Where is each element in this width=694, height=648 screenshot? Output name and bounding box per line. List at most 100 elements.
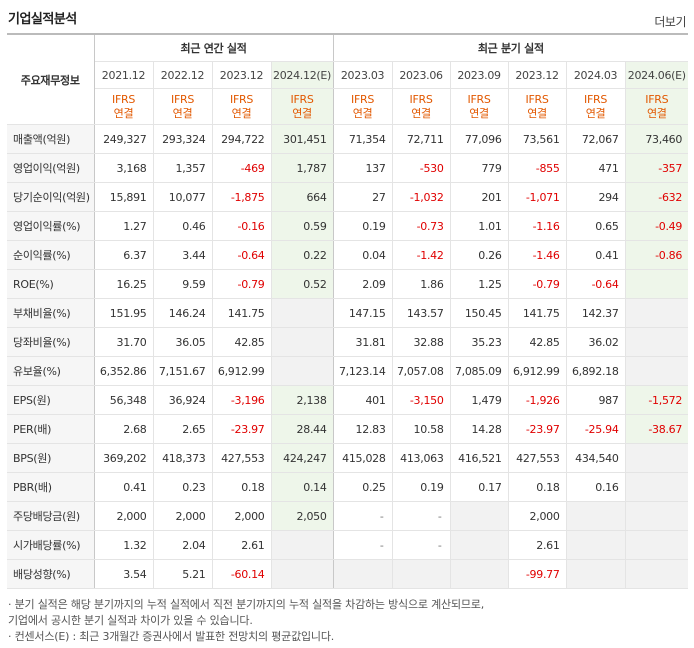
table-cell: 27 <box>333 182 393 212</box>
table-cell: -0.64 <box>566 269 626 299</box>
table-cell: 1.25 <box>450 269 509 299</box>
table-cell: -357 <box>625 153 689 183</box>
table-cell: 0.16 <box>566 472 626 502</box>
row-label: 유보율(%) <box>7 356 95 386</box>
table-cell: -1.46 <box>508 240 567 270</box>
table-row: PBR(배) 0.41 0.23 0.18 0.14 0.25 0.19 0.17 0.18 0.… <box>7 472 689 502</box>
table-cell: 294 <box>566 182 626 212</box>
basis-header: IFRS 연결 <box>333 88 393 125</box>
table-cell: -1.16 <box>508 211 567 241</box>
table-row: 매출액(억원) 249,327 293,324 294,722 301,451 71,35… <box>7 124 689 154</box>
table-cell <box>271 559 334 589</box>
table-cell: 471 <box>566 153 626 183</box>
table-cell: -1,032 <box>392 182 451 212</box>
table-cell: 0.04 <box>333 240 393 270</box>
basis-scope: 연결 <box>585 106 606 120</box>
table-cell: 3,168 <box>94 153 154 183</box>
table-row: 영업이익률(%) 1.27 0.46 -0.16 0.59 0.19 -0.73 1.01 -1… <box>7 211 689 241</box>
table-cell: 28.44 <box>271 414 334 444</box>
table-cell: -1.42 <box>392 240 451 270</box>
row-label: PBR(배) <box>7 472 95 502</box>
row-label: 배당성향(%) <box>7 559 95 589</box>
table-cell: 7,151.67 <box>153 356 213 386</box>
table-cell <box>625 472 689 502</box>
basis-scope: 연결 <box>469 106 489 120</box>
table-cell <box>625 501 689 531</box>
table-cell: 2.65 <box>153 414 213 444</box>
table-cell: -60.14 <box>212 559 272 589</box>
table-cell <box>625 327 689 357</box>
table-cell: 6.37 <box>94 240 154 270</box>
table-cell: 15,891 <box>94 182 154 212</box>
footnote-2: 기업에서 공시한 분기 실적과 차이가 있을 수 있습니다. <box>8 614 253 627</box>
table-cell: -0.73 <box>392 211 451 241</box>
table-cell: 36.02 <box>566 327 626 357</box>
table-row: 순이익률(%) 6.37 3.44 -0.64 0.22 0.04 -1.42 0.26 -1.… <box>7 240 689 270</box>
basis-standard: IFRS <box>230 92 253 106</box>
table-row: 영업이익(억원) 3,168 1,357 -469 1,787 137 -530 779 -85… <box>7 153 689 183</box>
table-cell: - <box>392 501 451 531</box>
table-cell <box>392 559 451 589</box>
table-cell: 36,924 <box>153 385 213 415</box>
table-cell: 77,096 <box>450 124 509 154</box>
table-cell: 9.59 <box>153 269 213 299</box>
table-cell: -38.67 <box>625 414 689 444</box>
period-header: 2024.03 <box>566 61 626 89</box>
table-cell: -1,926 <box>508 385 567 415</box>
table-cell: 294,722 <box>212 124 272 154</box>
table-cell: 0.59 <box>271 211 334 241</box>
table-cell: 3.54 <box>94 559 154 589</box>
table-row: 당좌비율(%) 31.70 36.05 42.85 31.81 32.88 35.23 42.… <box>7 327 689 357</box>
table-cell: 0.52 <box>271 269 334 299</box>
basis-standard: IFRS <box>584 92 608 106</box>
more-link[interactable]: 더보기 <box>654 15 686 29</box>
basis-scope: 연결 <box>527 106 547 120</box>
table-cell: 2.61 <box>508 530 567 560</box>
table-cell: 415,028 <box>333 443 393 473</box>
table-cell: 1,357 <box>153 153 213 183</box>
basis-standard: IFRS <box>290 92 314 106</box>
basis-header: IFRS 연결 <box>94 88 154 125</box>
table-cell: 147.15 <box>333 298 393 328</box>
row-label: 당기순이익(억원) <box>7 182 95 212</box>
basis-header: IFRS 연결 <box>271 88 334 125</box>
table-cell: - <box>392 530 451 560</box>
table-cell <box>271 530 334 560</box>
table-cell: 0.65 <box>566 211 626 241</box>
period-header: 2024.12(E) <box>271 61 334 89</box>
table-cell: 418,373 <box>153 443 213 473</box>
table-cell: 14.28 <box>450 414 509 444</box>
basis-standard: IFRS <box>525 92 549 106</box>
table-cell: 6,892.18 <box>566 356 626 386</box>
table-cell: 427,553 <box>508 443 567 473</box>
table-cell: 32.88 <box>392 327 451 357</box>
table-cell: 7,085.09 <box>450 356 509 386</box>
table-cell: -1,071 <box>508 182 567 212</box>
table-cell: -0.49 <box>625 211 689 241</box>
table-row: EPS(원) 56,348 36,924 -3,196 2,138 401 -3,150 1,… <box>7 385 689 415</box>
table-cell: -855 <box>508 153 567 183</box>
table-cell: 2.61 <box>212 530 272 560</box>
table-cell: 1,479 <box>450 385 509 415</box>
table-cell: 151.95 <box>94 298 154 328</box>
basis-header: IFRS 연결 <box>625 88 689 125</box>
table-cell: 779 <box>450 153 509 183</box>
basis-header: IFRS 연결 <box>450 88 509 125</box>
row-label: 주당배당금(원) <box>7 501 95 531</box>
basis-header: IFRS 연결 <box>392 88 451 125</box>
quarter-group-header: 최근 분기 실적 <box>333 34 689 62</box>
table-cell: 201 <box>450 182 509 212</box>
table-cell: 56,348 <box>94 385 154 415</box>
table-cell: 6,912.99 <box>212 356 272 386</box>
table-cell: 12.83 <box>333 414 393 444</box>
table-cell: 369,202 <box>94 443 154 473</box>
table-cell: 0.18 <box>508 472 567 502</box>
table-cell: -23.97 <box>508 414 567 444</box>
table-cell <box>271 298 334 328</box>
table-cell: 35.23 <box>450 327 509 357</box>
table-cell: 0.41 <box>566 240 626 270</box>
financial-table: 주요재무정보 최근 연간 실적 최근 분기 실적 2021.12 2022.12 2… <box>7 33 689 589</box>
basis-header: IFRS 연결 <box>212 88 272 125</box>
period-header: 2023.12 <box>212 61 272 89</box>
table-cell: 7,057.08 <box>392 356 451 386</box>
